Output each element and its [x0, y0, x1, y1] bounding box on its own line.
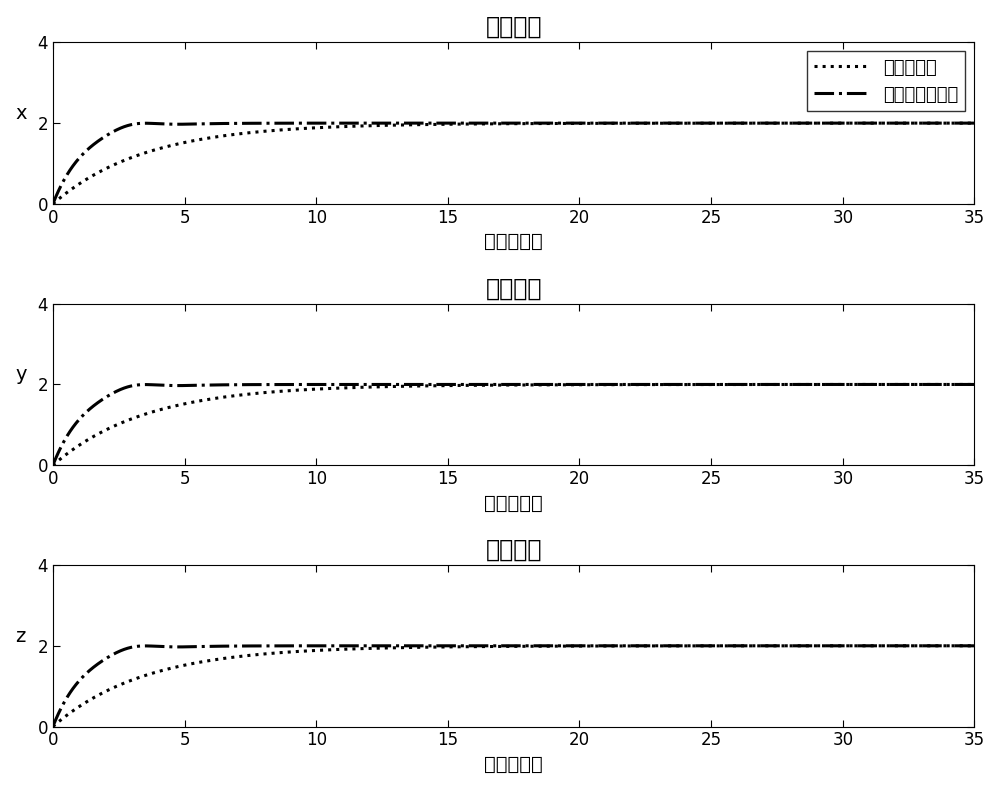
- 线性滑模面: [214, 132, 226, 141]
- 快速终端滑模面: [735, 118, 747, 128]
- 快速终端滑模面: [399, 380, 411, 389]
- 线性滑模面: [600, 118, 612, 128]
- 快速终端滑模面: [968, 641, 980, 650]
- 快速终端滑模面: [600, 641, 612, 650]
- 快速终端滑模面: [600, 118, 612, 128]
- 快速终端滑模面: [399, 641, 411, 650]
- 线性滑模面: [735, 641, 747, 651]
- Line: 线性滑模面: 线性滑模面: [53, 384, 974, 466]
- Line: 快速终端滑模面: 快速终端滑模面: [53, 384, 974, 466]
- 快速终端滑模面: [214, 119, 226, 129]
- 快速终端滑模面: [805, 380, 817, 389]
- 快速终端滑模面: [735, 641, 747, 650]
- 快速终端滑模面: [214, 380, 226, 390]
- 快速终端滑模面: [214, 641, 226, 651]
- 快速终端滑模面: [399, 118, 411, 128]
- 线性滑模面: [399, 643, 411, 653]
- 线性滑模面: [600, 641, 612, 651]
- 线性滑模面: [214, 654, 226, 664]
- 线性滑模面: [47, 722, 59, 731]
- 线性滑模面: [805, 380, 817, 389]
- Line: 线性滑模面: 线性滑模面: [53, 645, 974, 727]
- 快速终端滑模面: [47, 199, 59, 208]
- 快速终端滑模面: [805, 118, 817, 128]
- 快速终端滑模面: [968, 118, 980, 128]
- Y-axis label: y: y: [15, 365, 27, 384]
- 线性滑模面: [646, 380, 658, 389]
- Y-axis label: x: x: [15, 104, 27, 123]
- 线性滑模面: [47, 461, 59, 470]
- 快速终端滑模面: [735, 380, 747, 389]
- X-axis label: 时间（秒）: 时间（秒）: [484, 755, 543, 774]
- 快速终端滑模面: [47, 722, 59, 731]
- Line: 快速终端滑模面: 快速终端滑模面: [53, 123, 974, 204]
- Title: 位置跟踪: 位置跟踪: [485, 15, 542, 39]
- 快速终端滑模面: [47, 461, 59, 470]
- Line: 快速终端滑模面: 快速终端滑模面: [53, 645, 974, 727]
- 线性滑模面: [968, 118, 980, 128]
- 快速终端滑模面: [646, 118, 658, 128]
- 线性滑模面: [399, 120, 411, 129]
- 线性滑模面: [805, 118, 817, 128]
- 线性滑模面: [805, 641, 817, 651]
- 线性滑模面: [735, 118, 747, 128]
- Line: 线性滑模面: 线性滑模面: [53, 123, 974, 204]
- Legend: 线性滑模面, 快速终端滑模面: 线性滑模面, 快速终端滑模面: [807, 51, 965, 110]
- 线性滑模面: [968, 641, 980, 650]
- Title: 位置跟踪: 位置跟踪: [485, 537, 542, 562]
- X-axis label: 时间（秒）: 时间（秒）: [484, 232, 543, 252]
- Y-axis label: z: z: [16, 626, 26, 645]
- 快速终端滑模面: [646, 380, 658, 389]
- 线性滑模面: [735, 380, 747, 389]
- 线性滑模面: [646, 118, 658, 128]
- 线性滑模面: [968, 380, 980, 389]
- 快速终端滑模面: [805, 641, 817, 650]
- X-axis label: 时间（秒）: 时间（秒）: [484, 494, 543, 513]
- 线性滑模面: [600, 380, 612, 390]
- 快速终端滑模面: [600, 380, 612, 389]
- Title: 位置跟踪: 位置跟踪: [485, 276, 542, 301]
- 快速终端滑模面: [968, 380, 980, 389]
- 快速终端滑模面: [646, 641, 658, 650]
- 线性滑模面: [47, 199, 59, 208]
- 线性滑模面: [214, 393, 226, 402]
- 线性滑模面: [646, 641, 658, 651]
- 线性滑模面: [399, 382, 411, 391]
